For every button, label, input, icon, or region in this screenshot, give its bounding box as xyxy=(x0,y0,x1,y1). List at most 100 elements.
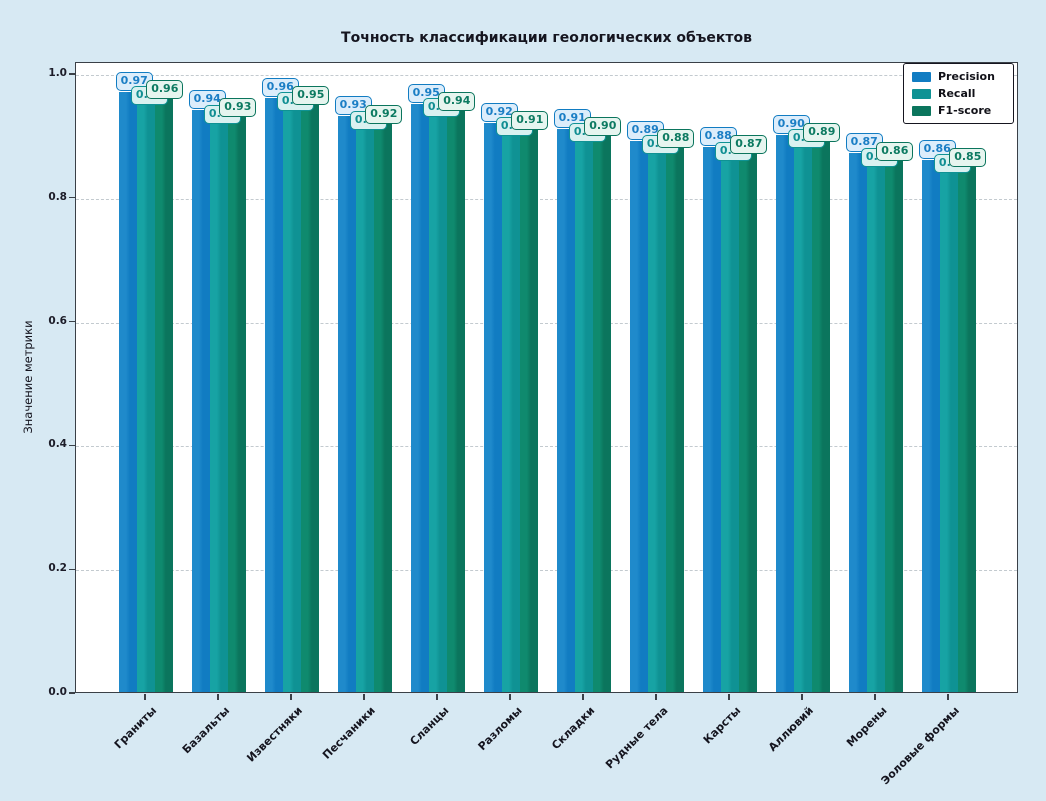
bar-precision-1 xyxy=(191,110,210,692)
value-label-f1-score-9: 0.89 xyxy=(803,123,841,143)
legend-item-recall: Recall xyxy=(912,87,1005,100)
bar-precision-0 xyxy=(118,91,137,692)
bar-recall-11 xyxy=(939,172,959,692)
x-tick-label-7: Рудные тела xyxy=(602,704,671,772)
value-label-f1-score-5: 0.91 xyxy=(511,110,549,130)
y-tick-mark xyxy=(69,197,75,199)
legend-swatch-icon xyxy=(912,71,931,82)
value-label-f1-score-1: 0.93 xyxy=(219,98,257,118)
x-tick-mark xyxy=(217,694,219,700)
x-tick-mark xyxy=(290,694,292,700)
legend-label: F1-score xyxy=(938,104,992,117)
bar-f1-score-8 xyxy=(739,153,758,692)
y-tick-mark xyxy=(69,444,75,447)
gridline xyxy=(76,75,1017,76)
x-tick-mark xyxy=(874,694,876,700)
bar-precision-3 xyxy=(337,116,356,692)
x-tick-label-4: Сланцы xyxy=(407,704,452,749)
x-tick-mark xyxy=(728,694,730,700)
legend: Precision Recall F1-score xyxy=(903,63,1014,124)
bar-recall-6 xyxy=(574,141,594,692)
bar-f1-score-3 xyxy=(374,122,393,692)
bar-recall-2 xyxy=(282,110,302,692)
x-tick-mark xyxy=(655,694,657,700)
x-tick-label-5: Разломы xyxy=(475,704,525,754)
bar-recall-3 xyxy=(355,128,375,692)
y-tick-label: 0.2 xyxy=(48,562,67,575)
x-tick-label-9: Аллювий xyxy=(766,704,817,754)
value-label-f1-score-2: 0.95 xyxy=(292,85,330,105)
x-tick-label-8: Карсты xyxy=(700,704,744,747)
value-label-f1-score-8: 0.87 xyxy=(730,135,768,155)
value-label-precision-10: 0.87 xyxy=(845,133,883,153)
bar-recall-10 xyxy=(866,165,886,692)
x-tick-mark xyxy=(947,694,949,700)
y-tick-mark xyxy=(69,73,75,75)
x-tick-label-10: Морены xyxy=(843,704,890,750)
bar-precision-8 xyxy=(702,147,721,692)
legend-item-f1-score: F1-score xyxy=(912,104,1005,117)
gridline xyxy=(76,570,1017,572)
bar-recall-7 xyxy=(647,153,667,692)
bar-precision-4 xyxy=(410,103,429,692)
gridline xyxy=(76,446,1017,448)
bar-f1-score-11 xyxy=(958,165,977,692)
x-tick-label-1: Базальты xyxy=(179,704,233,757)
y-tick-mark xyxy=(69,320,75,323)
bar-f1-score-9 xyxy=(812,141,831,692)
value-label-f1-score-0: 0.96 xyxy=(146,79,184,99)
plot-area: 0.970.950.960.940.920.930.960.940.950.93… xyxy=(75,62,1018,693)
bar-f1-score-6 xyxy=(593,134,612,692)
value-label-f1-score-11: 0.85 xyxy=(949,147,987,167)
value-label-precision-0: 0.97 xyxy=(115,71,153,91)
gridline xyxy=(76,322,1017,324)
chart-title: Точность классификации геологических объ… xyxy=(341,30,752,46)
bar-precision-6 xyxy=(556,128,575,692)
bar-recall-5 xyxy=(501,134,521,692)
value-label-precision-3: 0.93 xyxy=(334,96,372,116)
value-label-f1-score-10: 0.86 xyxy=(876,141,914,161)
bar-precision-9 xyxy=(775,134,794,692)
x-tick-label-0: Граниты xyxy=(111,704,160,752)
value-label-f1-score-4: 0.94 xyxy=(438,92,476,112)
bar-recall-1 xyxy=(209,122,229,692)
legend-label: Recall xyxy=(938,87,976,100)
legend-label: Precision xyxy=(938,70,995,83)
bar-precision-7 xyxy=(629,141,648,692)
x-tick-mark xyxy=(801,694,803,700)
bar-f1-score-1 xyxy=(228,116,247,692)
bar-precision-11 xyxy=(921,159,940,692)
y-tick-label: 0.8 xyxy=(48,190,67,203)
x-tick-label-3: Песчаники xyxy=(320,704,379,762)
bar-f1-score-2 xyxy=(301,103,320,692)
x-tick-mark xyxy=(363,694,365,700)
bar-f1-score-0 xyxy=(155,97,174,692)
bar-recall-8 xyxy=(720,159,740,692)
legend-swatch-icon xyxy=(912,88,931,99)
x-tick-label-11: Эоловые формы xyxy=(878,704,963,788)
bar-f1-score-7 xyxy=(666,147,685,692)
y-tick-label: 0.4 xyxy=(48,438,67,451)
bar-f1-score-4 xyxy=(447,110,466,692)
legend-swatch-icon xyxy=(912,105,931,116)
y-tick-mark xyxy=(69,568,75,570)
legend-item-precision: Precision xyxy=(912,70,1005,83)
y-tick-mark xyxy=(69,692,75,694)
value-label-f1-score-6: 0.90 xyxy=(584,116,622,136)
y-tick-label: 0.6 xyxy=(48,314,67,327)
bar-precision-5 xyxy=(483,122,502,692)
bar-precision-10 xyxy=(848,153,867,692)
bar-recall-9 xyxy=(793,147,813,692)
value-label-precision-2: 0.96 xyxy=(261,77,299,97)
y-tick-label: 1.0 xyxy=(48,67,67,79)
x-tick-mark xyxy=(509,694,511,700)
bar-recall-4 xyxy=(428,116,448,692)
value-label-f1-score-7: 0.88 xyxy=(657,129,695,149)
value-label-f1-score-3: 0.92 xyxy=(365,104,403,124)
x-tick-mark xyxy=(582,694,584,700)
x-tick-mark xyxy=(144,694,146,700)
y-tick-label: 0.0 xyxy=(48,686,67,698)
bar-recall-0 xyxy=(136,103,156,692)
bar-f1-score-10 xyxy=(885,159,904,692)
x-tick-label-6: Складки xyxy=(549,704,598,753)
